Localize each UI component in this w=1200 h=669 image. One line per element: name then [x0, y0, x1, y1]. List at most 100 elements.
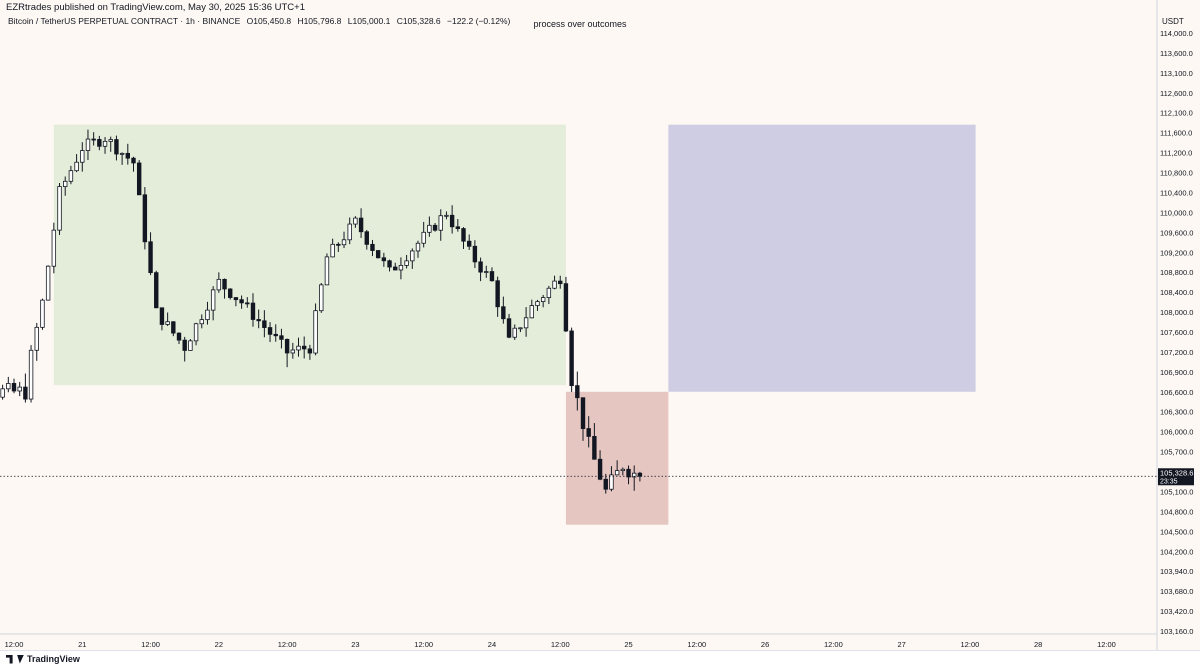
candle-body — [592, 436, 597, 460]
footer-bar: TradingView — [0, 650, 1200, 669]
candle-body — [540, 297, 546, 302]
candle-body — [216, 278, 222, 291]
candle-body — [188, 340, 193, 351]
price-tick-label: 106,000.0 — [1160, 428, 1193, 437]
price-tick-label: 113,100.0 — [1160, 69, 1193, 78]
candle-body — [523, 317, 529, 329]
candle-body — [0, 388, 5, 398]
candle-body — [370, 243, 375, 251]
candle-body — [632, 472, 637, 478]
candle-body — [228, 288, 233, 298]
ohlc-close: C105,328.6 — [396, 16, 441, 26]
price-tick-label: 108,800.0 — [1160, 268, 1193, 277]
candle-body — [85, 138, 91, 151]
candle-body — [290, 349, 296, 354]
publisher-info: EZRtrades published on TradingView.com, … — [6, 2, 305, 13]
price-tick-label: 105,100.0 — [1160, 487, 1193, 496]
candle-body — [586, 428, 591, 437]
candle-body — [466, 240, 472, 247]
symbol-info: Bitcoin / TetherUS PERPETUAL CONTRACT · … — [8, 16, 514, 26]
candle-body — [57, 186, 62, 231]
price-tick-label: 104,800.0 — [1160, 507, 1193, 516]
price-tick-label: 108,000.0 — [1160, 308, 1193, 317]
candle-body — [125, 152, 130, 159]
candle-body — [569, 330, 574, 387]
candle-body — [501, 306, 506, 320]
time-tick-label: 12:00 — [961, 640, 980, 649]
candle-body — [301, 345, 307, 350]
price-chart[interactable]: USDT 114,000.0 113,600.0 113,100.0 112,600.0… — [0, 0, 1200, 650]
candle-body — [518, 327, 523, 330]
target-box — [668, 124, 976, 392]
candle-body — [336, 243, 341, 246]
candle-body — [563, 283, 569, 332]
candle-body — [398, 265, 404, 271]
candle-body — [176, 332, 182, 341]
tradingview-logo[interactable]: TradingView — [6, 654, 80, 664]
candle-body — [45, 265, 51, 301]
tradingview-logo-icon — [6, 654, 13, 664]
candle-body — [119, 152, 125, 155]
candle-body — [393, 266, 398, 271]
candle-body — [558, 280, 563, 285]
candle-body — [358, 217, 364, 233]
candle-body — [546, 287, 552, 298]
candle-body — [603, 478, 608, 490]
price-tick-label: 103,940.0 — [1160, 567, 1193, 576]
ohlc-high: H105,796.8 — [297, 16, 342, 26]
candle-body — [97, 139, 102, 147]
price-tick-label: 112,100.0 — [1160, 109, 1193, 118]
candle-body — [279, 335, 284, 340]
candle-body — [535, 301, 540, 307]
candle-body — [51, 229, 57, 267]
candle-body — [478, 261, 483, 273]
candle-body — [637, 472, 643, 477]
time-tick-label: 12:00 — [1097, 640, 1116, 649]
price-tick-label: 104,200.0 — [1160, 547, 1193, 556]
time-tick-label: 12:00 — [5, 640, 24, 649]
time-tick-label: 22 — [215, 640, 223, 649]
price-tick-label: 106,900.0 — [1160, 368, 1193, 377]
time-tick-label: 12:00 — [414, 640, 433, 649]
candle-body — [256, 319, 261, 322]
candle-body — [415, 242, 421, 252]
candle-body — [626, 468, 631, 478]
candle-body — [410, 250, 415, 262]
candle-body — [495, 280, 500, 308]
price-tick-label: 110,800.0 — [1160, 169, 1193, 178]
candle-body — [136, 162, 142, 196]
time-tick-label: 12:00 — [824, 640, 843, 649]
candle-body — [506, 318, 512, 338]
candle-body — [23, 386, 28, 400]
candle-body — [489, 271, 495, 282]
price-tick-label: 109,600.0 — [1160, 228, 1193, 237]
price-tick-label: 113,600.0 — [1160, 49, 1193, 58]
candle-body — [171, 321, 176, 334]
candle-body — [461, 228, 466, 242]
candle-body — [102, 140, 108, 147]
price-axis-unit: USDT — [1162, 17, 1184, 26]
candle-body — [142, 194, 148, 243]
candle-body — [74, 161, 79, 172]
candle-body — [324, 256, 330, 286]
price-tick-label: 106,300.0 — [1160, 408, 1193, 417]
candle-body — [210, 289, 216, 311]
price-tick-label: 107,200.0 — [1160, 348, 1193, 357]
time-tick-label: 23 — [351, 640, 359, 649]
candle-body — [427, 224, 432, 233]
time-tick-label: 26 — [761, 640, 769, 649]
candle-body — [250, 302, 256, 320]
ohlc-low: L105,000.1 — [347, 16, 391, 26]
candle-body — [68, 170, 74, 182]
price-tick-label: 106,600.0 — [1160, 388, 1193, 397]
candle-body — [449, 214, 455, 228]
chart-title: process over outcomes — [533, 19, 627, 29]
candle-body — [199, 319, 204, 325]
candle-body — [444, 214, 449, 217]
candle-body — [313, 310, 318, 354]
candle-body — [262, 320, 267, 328]
candle-body — [159, 307, 165, 325]
candle-body — [63, 180, 68, 187]
price-tick-label: 104,500.0 — [1160, 527, 1193, 536]
candle-body — [438, 215, 443, 231]
